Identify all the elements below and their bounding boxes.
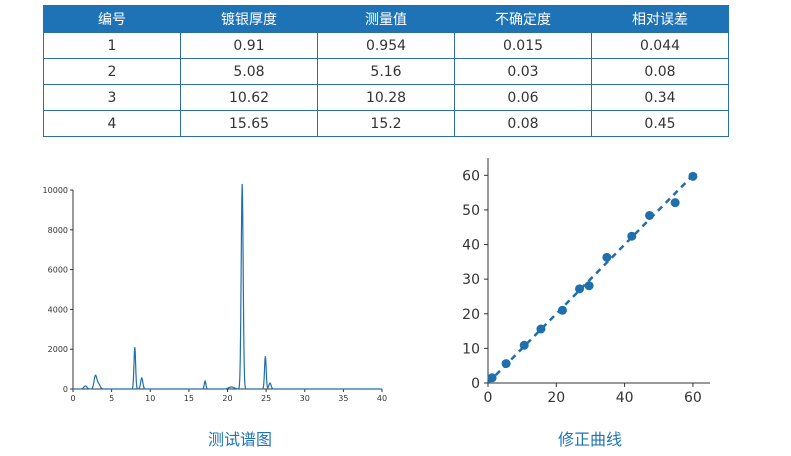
y-tick-label: 6000 [48,266,68,275]
data-point [584,281,594,291]
header-thickness: 镀银厚度 [180,5,318,33]
data-point [645,210,655,220]
table-row: 2 5.08 5.16 0.03 0.08 [43,58,729,85]
table-cell: 5.16 [317,58,455,85]
spectrum-series-line [73,184,382,390]
table-cell: 0.954 [317,32,455,59]
correction-chart-svg: 0 20 40 60 0 10 20 30 40 50 60 [462,158,710,406]
y-tick-label: 20 [462,307,480,323]
table-cell: 0.08 [454,110,592,137]
table-cell: 2 [43,58,181,85]
x-tick-label: 5 [109,394,114,403]
table-cell: 10.62 [180,84,318,111]
table-cell: 0.91 [180,32,318,59]
table-cell: 10.28 [317,84,455,111]
x-tick-label: 60 [684,390,702,406]
header-uncertainty: 不确定度 [454,5,592,33]
spectrum-chart: 0 5 10 15 20 25 30 35 40 0 2000 4000 6000 8000 10000 [20,180,400,410]
spectrum-chart-svg: 0 5 10 15 20 25 30 35 40 0 2000 4000 6000 8000 10000 [43,184,387,403]
data-point [602,252,612,262]
data-point [688,171,698,181]
table-header-row: 编号 镀银厚度 测量值 不确定度 相对误差 [43,5,729,33]
header-id: 编号 [43,5,181,33]
x-tick-label: 10 [145,394,155,403]
data-point [501,359,511,369]
x-tick-label: 30 [300,394,310,403]
data-point [519,340,529,350]
data-point [575,284,585,294]
y-tick-label: 2000 [48,345,68,354]
spectrum-caption: 测试谱图 [207,430,272,449]
data-point [536,324,546,334]
data-point [627,231,637,241]
table-cell: 0.044 [591,32,729,59]
y-tick-label: 0 [471,376,480,392]
table-cell: 0.08 [591,58,729,85]
y-tick-label: 50 [462,203,480,219]
x-tick-label: 0 [70,394,75,403]
x-tick-label: 20 [222,394,232,403]
table-cell: 0.015 [454,32,592,59]
table-cell: 0.03 [454,58,592,85]
x-tick-label: 35 [338,394,348,403]
y-tick-label: 4000 [48,305,68,314]
table-row: 4 15.65 15.2 0.08 0.45 [43,110,729,137]
table-row: 1 0.91 0.954 0.015 0.044 [43,32,729,59]
correction-caption: 修正曲线 [557,430,622,449]
data-point [487,373,497,383]
y-tick-label: 10 [462,341,480,357]
y-tick-label: 0 [63,385,68,394]
x-tick-label: 40 [616,390,634,406]
x-tick-label: 20 [547,390,565,406]
table-row: 3 10.62 10.28 0.06 0.34 [43,84,729,111]
table-cell: 0.06 [454,84,592,111]
table-cell: 15.2 [317,110,455,137]
table-cell: 5.08 [180,58,318,85]
table-cell: 0.45 [591,110,729,137]
table-cell: 0.34 [591,84,729,111]
y-tick-label: 10000 [43,186,68,195]
correction-chart: 0 20 40 60 0 10 20 30 40 50 60 [430,150,720,415]
y-tick-label: 30 [462,272,480,288]
y-tick-label: 60 [462,168,480,184]
data-point [670,198,680,208]
table-cell: 4 [43,110,181,137]
x-tick-label: 0 [484,390,493,406]
table-cell: 15.65 [180,110,318,137]
data-point [557,305,567,315]
results-table: 编号 镀银厚度 测量值 不确定度 相对误差 1 0.91 0.954 0.015… [43,5,729,137]
header-measured: 测量值 [317,5,455,33]
x-tick-label: 15 [184,394,194,403]
y-tick-label: 40 [462,238,480,254]
table-cell: 1 [43,32,181,59]
fit-line [487,174,694,384]
x-tick-label: 40 [377,394,387,403]
header-relative-error: 相对误差 [591,5,729,33]
x-tick-label: 25 [261,394,271,403]
y-tick-label: 8000 [48,226,68,235]
table-cell: 3 [43,84,181,111]
results-table-wrap: 编号 镀银厚度 测量值 不确定度 相对误差 1 0.91 0.954 0.015… [43,5,729,137]
